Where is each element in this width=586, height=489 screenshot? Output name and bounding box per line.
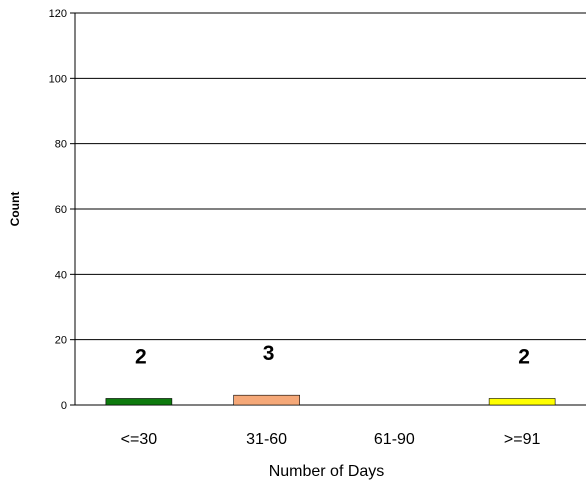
y-tick-label: 40	[55, 269, 67, 281]
category-label-1: <=30	[121, 431, 158, 448]
y-tick-label: 100	[49, 73, 67, 85]
y-tick-label: 0	[61, 400, 67, 412]
data-labels: 2 3 2	[135, 342, 530, 368]
y-tick-labels: 0 20 40 60 80 100 120	[49, 8, 75, 412]
y-tick-label: 20	[55, 335, 67, 347]
y-gridlines	[75, 12, 586, 406]
bar-2	[233, 394, 300, 406]
category-label-2: 31-60	[246, 431, 287, 448]
y-tick-label: 80	[55, 139, 67, 151]
category-label-3: 61-90	[374, 431, 415, 448]
bar-1	[105, 398, 173, 406]
data-label-4: 2	[518, 345, 530, 368]
bar-4	[488, 398, 556, 406]
data-label-1: 2	[135, 345, 147, 368]
y-axis-title: Count	[8, 192, 22, 227]
category-label-4: >=91	[504, 431, 541, 448]
bars	[105, 394, 556, 406]
data-label-2: 3	[263, 342, 275, 365]
y-tick-label: 120	[49, 8, 67, 20]
category-labels: <=30 31-60 61-90 >=91	[121, 431, 541, 448]
x-axis-title: Number of Days	[269, 463, 385, 480]
y-tick-label: 60	[55, 204, 67, 216]
